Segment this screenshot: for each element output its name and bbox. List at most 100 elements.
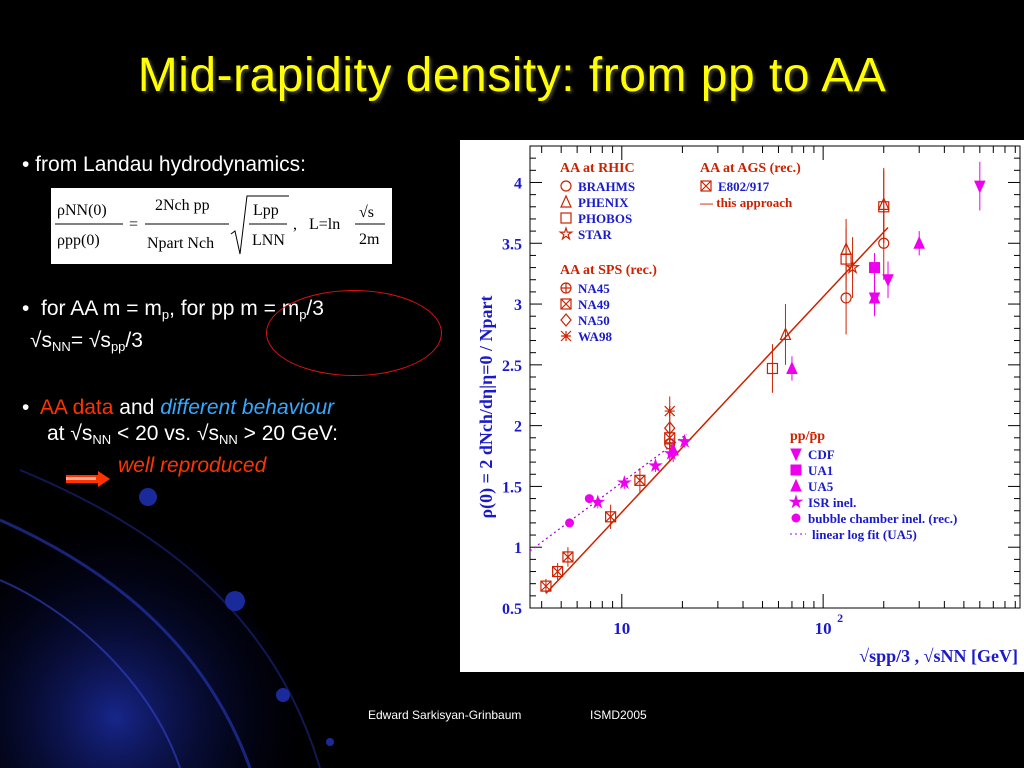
svg-text:,: , — [293, 216, 297, 233]
legend-heading: AA at RHIC — [560, 161, 635, 176]
point-isr-inel- — [663, 445, 679, 460]
legend-marker-ua1 — [790, 464, 802, 476]
line-linear-log-fit-ua5- — [529, 433, 688, 552]
formula-L-num: √s — [359, 204, 374, 221]
point-isr-inel- — [590, 494, 606, 509]
legend-entry: NA45 — [578, 281, 610, 296]
legend-marker-ua5 — [790, 478, 802, 492]
y-tick-label: 3.5 — [502, 236, 522, 253]
point-e802-917-cross — [552, 566, 564, 577]
y-axis-label: ρ(0) = 2 dNch/dη|η=0 / Npart — [476, 295, 497, 518]
point-cdf — [882, 274, 894, 287]
x-axis-label: √spp/3 , √sNN [GeV] — [859, 646, 1018, 666]
legend-entry: bubble chamber inel. (rec.) — [808, 511, 957, 526]
point-ua5 — [913, 236, 925, 249]
legend-marker-phenix — [560, 194, 572, 208]
legend-entry: WA98 — [578, 329, 612, 344]
legend-entry: PHENIX — [578, 195, 629, 210]
point-wa98 — [664, 405, 676, 417]
point-na50 — [663, 421, 676, 436]
bullet-landau: • from Landau hydrodynamics: — [22, 153, 306, 176]
line-this-approach — [545, 226, 889, 594]
mass-sub-1: p — [161, 307, 170, 322]
legend-marker-phobos — [560, 212, 572, 224]
aa-text: AA — [39, 396, 67, 419]
point-ua1 — [869, 262, 881, 274]
point-brahms — [840, 292, 852, 304]
legend-entry: NA49 — [578, 297, 610, 312]
point-e802-917-cross — [562, 551, 574, 563]
well-reproduced-text: well reproduced — [118, 454, 267, 477]
point-bubble-chamber-inel-rec- — [565, 518, 575, 528]
legend-entry: STAR — [578, 227, 612, 242]
x-tick-label: 10 — [613, 619, 630, 638]
plot-svg: 0.5 1 1.5 2 2.5 3 3.5 4 10 10 2 ρ(0) = 2 dNch/dη|η=… — [476, 145, 1021, 666]
legend-entry: CDF — [808, 447, 835, 462]
data-text: data — [72, 396, 114, 419]
legend-marker-e802-917 — [700, 180, 712, 192]
at-sub-b: NN — [218, 432, 238, 447]
y-tick-label: 0.5 — [502, 601, 522, 618]
x-tick-exponent: 2 — [837, 611, 843, 625]
point-cdf — [974, 180, 986, 194]
at-text: at √s — [47, 422, 93, 445]
bullet-dot: • — [22, 297, 30, 320]
legend-entry: linear log fit (UA5) — [812, 527, 917, 542]
formula-sqrt-den: LNN — [252, 232, 285, 249]
formula-lhs-den: ρpp(0) — [57, 232, 100, 249]
point-phobos — [878, 201, 890, 213]
highlight-oval — [266, 290, 442, 376]
legend-marker-isr-inel- — [788, 494, 804, 509]
formula-L-den: 2m — [359, 231, 380, 248]
y-tick-label: 4 — [514, 175, 522, 192]
point-e802-917 — [552, 565, 564, 578]
y-tick-label: 3 — [514, 297, 522, 314]
point-e802-917 — [562, 551, 574, 563]
legend-entry: BRAHMS — [578, 179, 635, 194]
point-na49-cross — [634, 474, 646, 486]
sqrt-text-1: √s — [30, 329, 53, 352]
bullet-mass: • for AA m = mp, for pp m = mp/3 √sNN= √… — [22, 296, 324, 360]
point-phobos — [840, 253, 852, 265]
y-tick-label: 1 — [514, 540, 522, 557]
point-ua5 — [786, 361, 798, 374]
mid-text: < 20 vs. √s — [111, 422, 219, 445]
y-tick-label: 2.5 — [502, 358, 522, 375]
legend-entry: NA50 — [578, 313, 610, 328]
legend-marker-brahms — [560, 180, 572, 192]
formula-L-eq: L=ln — [309, 216, 340, 233]
legend-entry: — this approach — [699, 195, 793, 210]
legend-marker-cdf — [790, 448, 802, 462]
legend-marker-na50 — [560, 313, 572, 327]
legend-heading: pp/p̄p — [790, 429, 825, 444]
landau-formula: ρNN(0) ρpp(0) = 2Nch pp Npart Nch Lpp LN… — [51, 188, 392, 264]
different-behaviour-text: different behaviour — [160, 396, 335, 419]
point-phenix — [779, 326, 792, 341]
legend-entry: PHOBOS — [578, 211, 632, 226]
legend-entry: UA1 — [808, 463, 833, 478]
formula-mid-num: 2Nch pp — [155, 197, 210, 214]
legend-marker-na49 — [560, 298, 572, 310]
legend-marker-wa98 — [560, 330, 572, 342]
and-text: and — [119, 396, 155, 419]
legend-marker-bubble-chamber-inel-rec- — [791, 513, 801, 523]
point-phobos — [766, 362, 779, 375]
formula-mid-den: Npart Nch — [147, 235, 214, 252]
legend-entry: UA5 — [808, 479, 834, 494]
point-ua5 — [868, 290, 881, 304]
legend-marker-e802-917-cross — [700, 180, 712, 192]
end-text: > 20 GeV: — [237, 422, 338, 445]
x-tick-label: 10 — [815, 619, 832, 638]
legend-heading: AA at SPS (rec.) — [560, 263, 657, 278]
legend-entry: ISR inel. — [808, 495, 856, 510]
legend-entry: E802/917 — [718, 179, 770, 194]
right-arrow-icon — [66, 471, 110, 487]
point-isr-inel- — [617, 475, 632, 489]
svg-text:=: = — [129, 216, 138, 233]
formula-svg: ρNN(0) ρpp(0) = 2Nch pp Npart Nch Lpp LN… — [55, 195, 385, 255]
legend-marker-na45-plus — [561, 283, 571, 293]
point-na49 — [605, 511, 617, 523]
point-na49-cross — [605, 511, 617, 523]
bullet-behaviour: • AA data and different behaviour at √sN… — [22, 395, 338, 479]
